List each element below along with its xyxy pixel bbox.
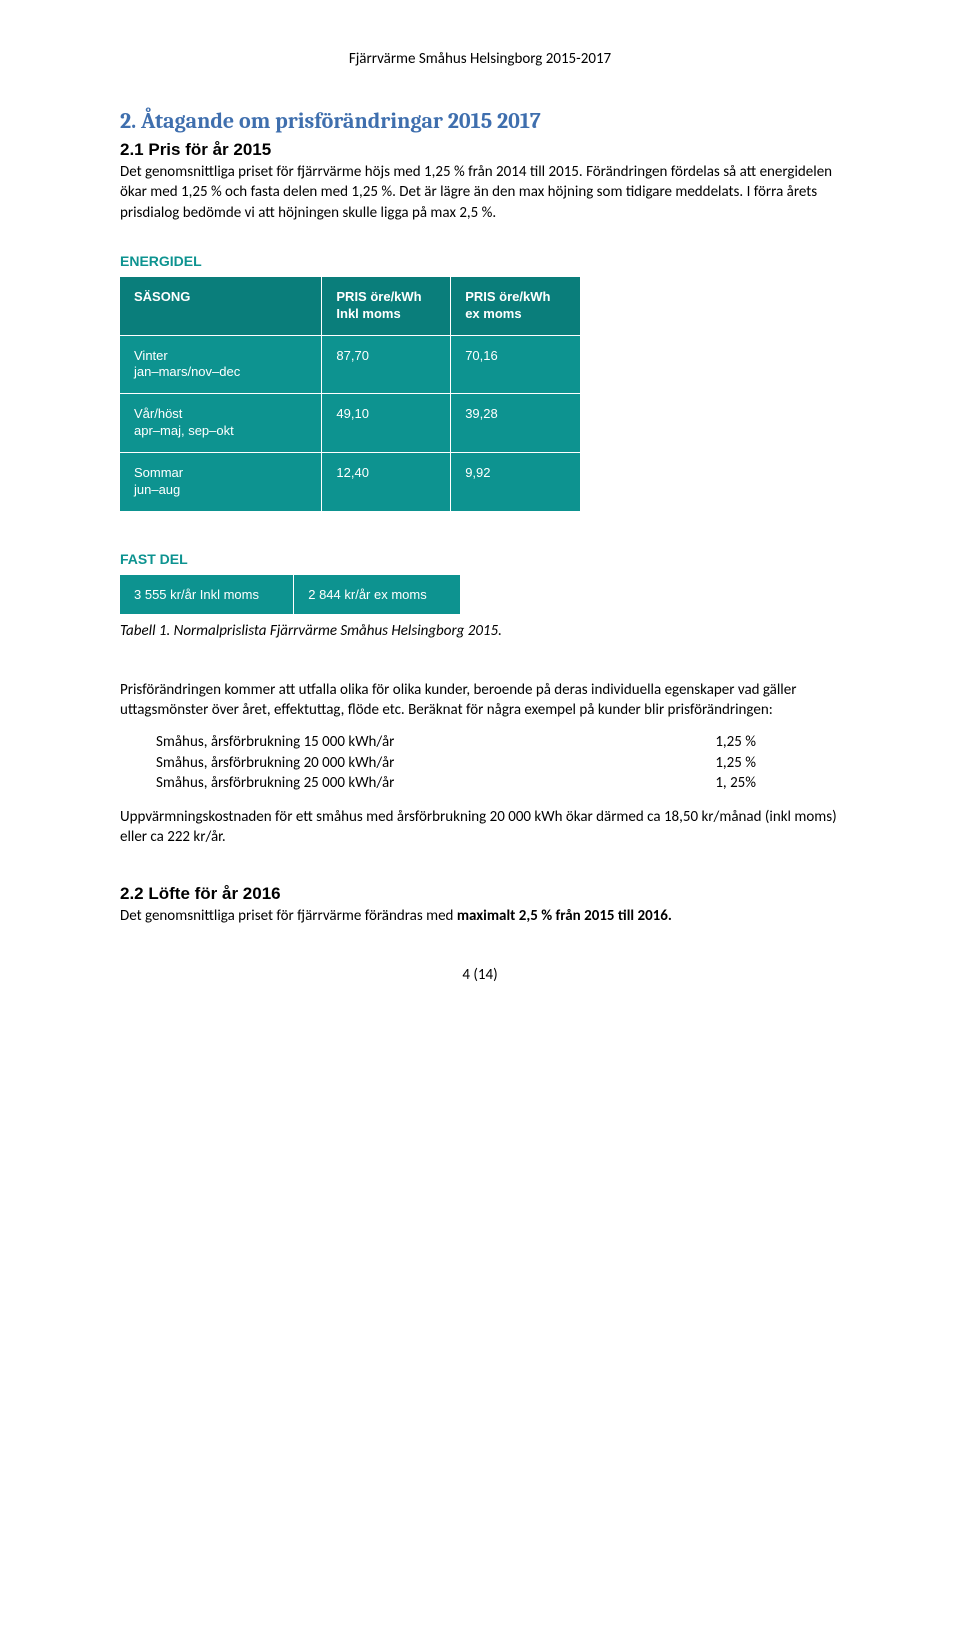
consumption-value: 1, 25% — [715, 773, 756, 793]
spacer — [120, 860, 840, 878]
page-number: 4 (14) — [120, 966, 840, 984]
table-caption: Tabell 1. Normalprislista Fjärrvärme Små… — [120, 622, 840, 640]
running-header: Fjärrvärme Småhus Helsingborg 2015-2017 — [120, 50, 840, 68]
paragraph-heating-cost: Uppvärmningskostnaden för ett småhus med… — [120, 807, 840, 848]
consumption-label: Småhus, årsförbrukning 20 000 kWh/år — [156, 753, 394, 773]
heading-2: 2. Åtagande om prisförändringar 2015 201… — [120, 108, 840, 134]
list-item: Småhus, årsförbrukning 20 000 kWh/år 1,2… — [156, 753, 756, 773]
subheading-2-1: 2.1 Pris för år 2015 — [120, 140, 840, 160]
cell-price-ex: 39,28 — [451, 394, 580, 453]
list-item: Småhus, årsförbrukning 25 000 kWh/år 1, … — [156, 773, 756, 793]
cell-fast-ex: 2 844 kr/år ex moms — [294, 575, 460, 614]
subheading-2-2: 2.2 Löfte för år 2016 — [120, 884, 840, 904]
cell-season: Vinter jan–mars/nov–dec — [120, 336, 322, 395]
fastdel-section: FAST DEL 3 555 kr/år Inkl moms 2 844 kr/… — [120, 551, 840, 614]
th-season: SÄSONG — [120, 277, 322, 336]
table-row: 3 555 kr/år Inkl moms 2 844 kr/år ex mom… — [120, 575, 460, 614]
table-row: Vår/höst apr–maj, sep–okt 49,10 39,28 — [120, 394, 580, 453]
list-item: Småhus, årsförbrukning 15 000 kWh/år 1,2… — [156, 732, 756, 752]
th-price-ex: PRIS öre/kWh ex moms — [451, 277, 580, 336]
table-row: Vinter jan–mars/nov–dec 87,70 70,16 — [120, 336, 580, 395]
fastdel-title: FAST DEL — [120, 551, 840, 567]
consumption-list: Småhus, årsförbrukning 15 000 kWh/år 1,2… — [156, 732, 840, 793]
energidel-section: ENERGIDEL SÄSONG PRIS öre/kWh Inkl moms … — [120, 253, 840, 511]
cell-price-incl: 87,70 — [322, 336, 451, 395]
paragraph-2-2: Det genomsnittliga priset för fjärrvärme… — [120, 906, 840, 926]
cell-price-incl: 49,10 — [322, 394, 451, 453]
cell-price-incl: 12,40 — [322, 453, 451, 511]
consumption-value: 1,25 % — [715, 753, 756, 773]
consumption-label: Småhus, årsförbrukning 25 000 kWh/år — [156, 773, 394, 793]
table-header-row: SÄSONG PRIS öre/kWh Inkl moms PRIS öre/k… — [120, 277, 580, 336]
energidel-title: ENERGIDEL — [120, 253, 840, 269]
cell-price-ex: 70,16 — [451, 336, 580, 395]
paragraph-price-effect: Prisförändringen kommer att utfalla olik… — [120, 680, 840, 721]
cell-season: Sommar jun–aug — [120, 453, 322, 511]
consumption-value: 1,25 % — [715, 732, 756, 752]
cell-season: Vår/höst apr–maj, sep–okt — [120, 394, 322, 453]
paragraph-2-1: Det genomsnittliga priset för fjärrvärme… — [120, 162, 840, 223]
consumption-label: Småhus, årsförbrukning 15 000 kWh/år — [156, 732, 394, 752]
cell-price-ex: 9,92 — [451, 453, 580, 511]
energidel-table: SÄSONG PRIS öre/kWh Inkl moms PRIS öre/k… — [120, 277, 580, 511]
cell-fast-incl: 3 555 kr/år Inkl moms — [120, 575, 294, 614]
fastdel-table: 3 555 kr/år Inkl moms 2 844 kr/år ex mom… — [120, 575, 460, 614]
table-row: Sommar jun–aug 12,40 9,92 — [120, 453, 580, 511]
th-price-incl: PRIS öre/kWh Inkl moms — [322, 277, 451, 336]
document-page: Fjärrvärme Småhus Helsingborg 2015-2017 … — [0, 0, 960, 1044]
